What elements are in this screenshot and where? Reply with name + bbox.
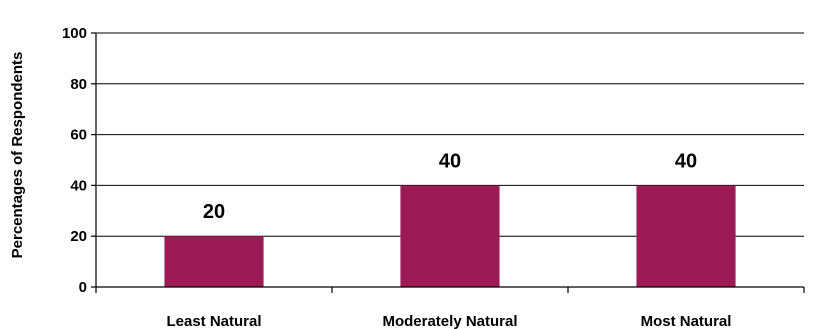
data-labels: 20 40 40 [203, 150, 697, 223]
bars [164, 185, 736, 287]
category-labels: Least Natural Moderately Natural Most Natu… [166, 313, 731, 329]
bar-most-natural [636, 185, 736, 287]
y-tick-label: 60 [70, 127, 87, 144]
x-category-label: Moderately Natural [382, 313, 517, 329]
data-label: 40 [675, 150, 697, 172]
data-label: 20 [203, 201, 225, 223]
y-tick-label: 80 [70, 76, 87, 93]
y-tick-label: 0 [79, 279, 87, 296]
bar-moderately-natural [400, 185, 500, 287]
x-category-label: Most Natural [641, 313, 732, 329]
y-tick-label: 20 [70, 228, 87, 245]
x-category-label: Least Natural [166, 313, 261, 329]
data-label: 40 [439, 150, 461, 172]
y-tick-label: 100 [62, 25, 87, 42]
y-axis-title: Percentages of Respondents [9, 52, 26, 259]
y-axis-ticks: 0 20 40 60 80 100 [62, 25, 805, 296]
y-tick-label: 40 [70, 177, 87, 194]
bar-least-natural [164, 236, 264, 287]
